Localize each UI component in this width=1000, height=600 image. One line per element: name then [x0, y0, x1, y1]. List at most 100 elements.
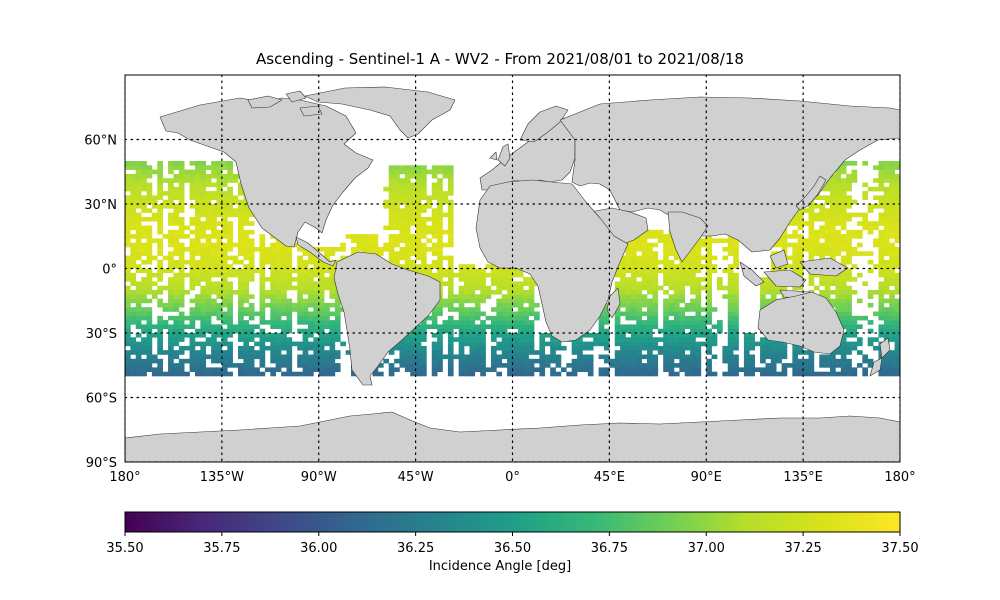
swath-cell: [189, 251, 196, 256]
swath-cell: [657, 328, 664, 334]
swath-cell: [496, 328, 503, 334]
swath-cell: [668, 328, 675, 334]
swath-cell: [695, 268, 702, 274]
swath-cell: [361, 238, 368, 243]
swath-cell: [706, 320, 712, 325]
swath-cell: [421, 225, 427, 231]
swath-cell: [205, 234, 212, 239]
swath-cell: [620, 294, 626, 299]
lon-tick-label: 90°E: [691, 470, 722, 485]
swath-cell: [889, 195, 895, 200]
swath-cell: [404, 341, 411, 347]
swath-cell: [534, 358, 540, 364]
swath-cell: [399, 195, 406, 200]
swath-cell: [792, 358, 799, 364]
swath-cell: [706, 255, 712, 261]
swath-cell: [399, 169, 406, 175]
swath-cell: [464, 264, 470, 269]
swath-cell: [507, 268, 513, 274]
swath-cell: [168, 277, 174, 282]
swath-cell: [517, 268, 524, 274]
swath-cell: [485, 324, 492, 329]
swath-cell: [216, 169, 223, 175]
swath-cell: [151, 169, 158, 175]
swath-cell: [162, 268, 169, 274]
swath-cell: [178, 165, 185, 170]
swath-cell: [146, 234, 153, 239]
swath-cell: [130, 247, 137, 252]
swath-cell: [238, 242, 244, 248]
swath-cell: [447, 169, 454, 175]
swath-cell: [636, 337, 642, 342]
swath-cell: [404, 345, 411, 351]
swath-cell: [894, 302, 900, 308]
swath-cell: [797, 264, 804, 269]
swath-cell: [856, 272, 863, 278]
swath-cell: [194, 281, 201, 286]
swath-cell: [474, 328, 481, 334]
swath-cell: [749, 337, 755, 342]
swath-cell: [221, 178, 228, 183]
swath-cell: [141, 311, 147, 317]
swath-cell: [437, 204, 443, 209]
swath-cell: [813, 272, 820, 278]
swath-cell: [205, 371, 212, 377]
swath-cell: [211, 272, 217, 278]
swath-cell: [135, 199, 142, 205]
swath-cell: [447, 363, 454, 368]
swath-cell: [706, 238, 712, 243]
swath-cell: [501, 268, 508, 274]
swath-cell: [221, 341, 228, 347]
swath-cell: [630, 281, 637, 286]
swath-cell: [307, 363, 314, 368]
swath-cell: [189, 354, 196, 360]
swath-cell: [227, 234, 233, 239]
swath-cell: [173, 315, 180, 321]
swath-cell: [878, 307, 885, 312]
swath-cell: [507, 333, 513, 338]
swath-cell: [652, 315, 659, 321]
swath-cell: [840, 234, 847, 239]
swath-cell: [141, 182, 147, 188]
swath-cell: [760, 290, 766, 295]
swath-cell: [808, 242, 815, 248]
swath-cell: [840, 199, 847, 205]
swath-cell: [243, 371, 250, 377]
swath-cell: [334, 363, 341, 368]
swath-cell: [184, 345, 190, 351]
swath-cell: [517, 294, 524, 299]
swath-cell: [717, 324, 723, 329]
swath-cell: [221, 298, 228, 304]
swath-cell: [781, 341, 788, 347]
swath-cell: [894, 311, 900, 317]
swath-cell: [480, 290, 486, 295]
swath-cell: [673, 277, 680, 282]
swath-cell: [517, 315, 524, 321]
swath-cell: [259, 320, 266, 325]
swath-cell: [690, 290, 696, 295]
swath-cell: [157, 204, 163, 209]
swath-cell: [625, 307, 632, 312]
swath-cell: [700, 242, 707, 248]
swath-cell: [490, 277, 497, 282]
swath-cell: [189, 341, 196, 347]
swath-cell: [851, 247, 858, 252]
swath-cell: [275, 315, 282, 321]
swath-cell: [157, 337, 163, 342]
swath-cell: [846, 290, 852, 295]
swath-cell: [878, 354, 885, 360]
swath-cell: [184, 290, 190, 295]
swath-cell: [404, 212, 411, 218]
swath-cell: [458, 315, 465, 321]
swath-cell: [517, 371, 524, 377]
swath-cell: [792, 247, 799, 252]
swath-cell: [647, 264, 653, 269]
swath-cell: [453, 337, 459, 342]
swath-cell: [781, 350, 788, 355]
swath-cell: [878, 165, 885, 170]
swath-cell: [216, 333, 223, 338]
swath-cell: [507, 298, 513, 304]
swath-cell: [873, 204, 879, 209]
swath-cell: [372, 371, 379, 377]
swath-cell: [410, 345, 416, 351]
